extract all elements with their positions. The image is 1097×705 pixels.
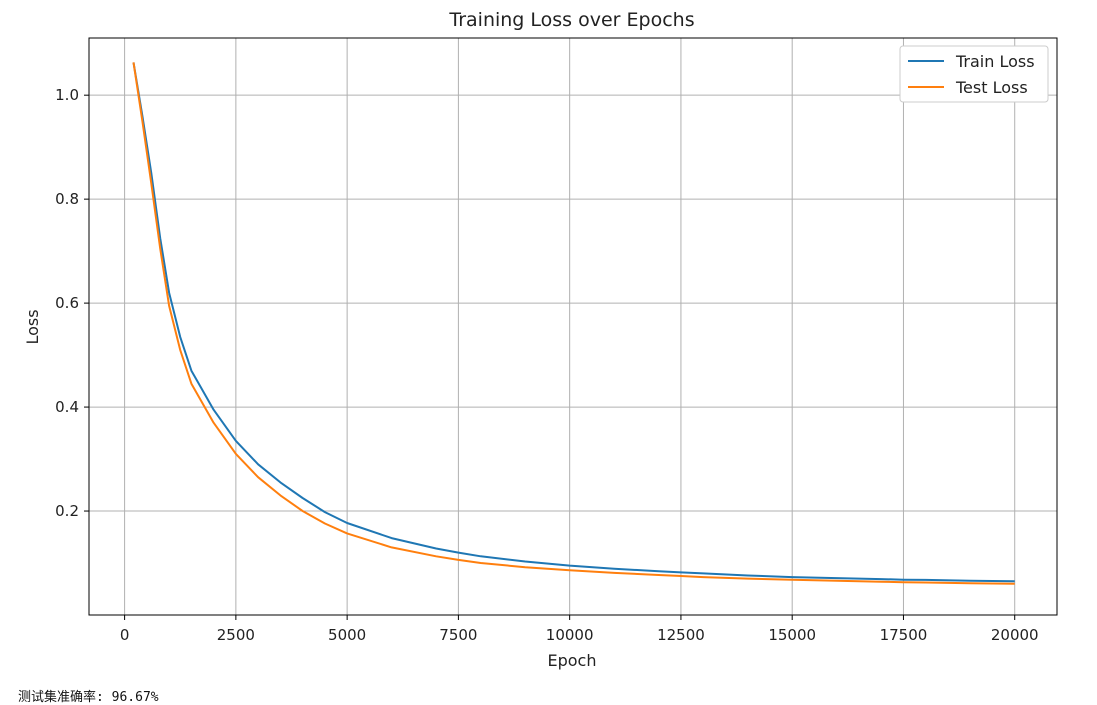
x-tick-label: 15000: [768, 626, 816, 644]
x-tick-label: 7500: [439, 626, 477, 644]
grid-lines: [89, 38, 1057, 615]
legend: Train Loss Test Loss: [899, 45, 1049, 103]
train-loss-line: [132, 62, 1015, 583]
legend-label-test: Test Loss: [955, 78, 1028, 97]
y-tick-label: 0.2: [55, 502, 79, 520]
y-tick-label: 1.0: [55, 86, 79, 104]
y-tick-label: 0.8: [55, 190, 79, 208]
y-axis-label: Loss: [23, 309, 42, 344]
chart-background: [0, 0, 1097, 680]
chart-title: Training Loss over Epochs: [448, 9, 694, 31]
x-tick-label: 5000: [328, 626, 366, 644]
x-tick-label: 17500: [880, 626, 928, 644]
x-tick-label: 10000: [546, 626, 594, 644]
series-lines: [132, 62, 1015, 585]
plot-frame: [88, 37, 1058, 616]
x-tick-label: 12500: [657, 626, 705, 644]
y-tick-label: 0.6: [55, 294, 79, 312]
loss-chart: Training Loss over Epochs 0 2500 5000 7500 1…: [0, 0, 1097, 680]
y-axis-ticks: 0.2 0.4 0.6 0.8 1.0: [55, 86, 89, 520]
legend-label-train: Train Loss: [955, 52, 1035, 71]
test-accuracy-caption: 测试集准确率: 96.67%: [18, 690, 159, 705]
y-tick-label: 0.4: [55, 398, 79, 416]
x-axis-ticks: 0 2500 5000 7500 10000 12500 15000 17500 20000: [120, 615, 1039, 644]
x-tick-label: 0: [120, 626, 130, 644]
x-axis-label: Epoch: [548, 651, 597, 670]
x-tick-label: 20000: [991, 626, 1039, 644]
test-loss-line: [132, 62, 1015, 585]
x-tick-label: 2500: [217, 626, 255, 644]
